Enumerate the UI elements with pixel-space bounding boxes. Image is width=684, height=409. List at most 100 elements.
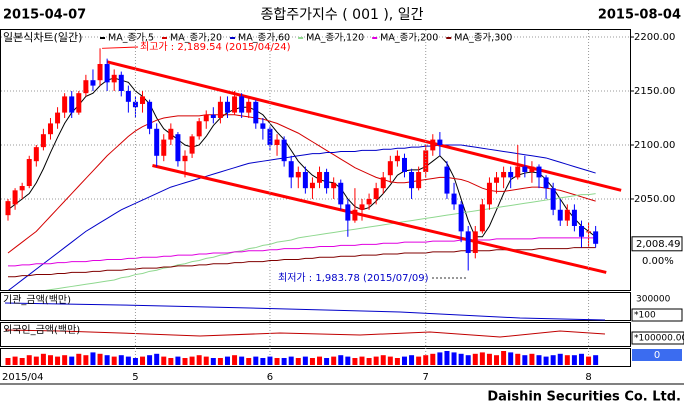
volume-bar [359, 356, 365, 365]
volume-bar [246, 358, 252, 365]
volume-bar [26, 355, 32, 365]
volume-bar [295, 358, 301, 365]
legend-label: MA_종가,200 [380, 33, 438, 44]
candle-body [508, 171, 514, 178]
volume-bar [331, 356, 337, 365]
volume-bar [515, 353, 521, 365]
candle-body [182, 155, 188, 162]
volume-bar [430, 353, 436, 365]
volume-bar [140, 356, 146, 365]
volume-bar [224, 356, 230, 365]
volume-bar [118, 355, 124, 365]
volume-bar [373, 356, 379, 365]
candle-body [154, 128, 160, 156]
candle-body [260, 123, 266, 129]
volume-bar [97, 353, 103, 365]
candle-body [40, 134, 46, 148]
volume-bar [55, 356, 61, 365]
volume-bar [19, 358, 25, 365]
volume-bar [267, 356, 273, 365]
chart-title: 종합주가지수 ( 001 ), 일간 [261, 7, 424, 23]
y-tick-label: 2150.00 [634, 86, 675, 97]
candle-body [593, 231, 599, 244]
volume-bar [479, 352, 485, 365]
candle-body [352, 209, 358, 221]
candle-body [232, 96, 238, 113]
volume-bar [196, 355, 202, 365]
high-annotation: 최고가 : 2,189.54 (2015/04/24) [140, 41, 291, 53]
volume-bar [90, 352, 96, 365]
candle-body [317, 171, 323, 183]
volume-bar [274, 358, 280, 365]
ma-line [8, 247, 596, 278]
volume-bar [366, 358, 372, 365]
ma-line [7, 114, 596, 254]
candle-body [409, 171, 415, 189]
volume-bar [345, 356, 351, 365]
volume-bar [210, 358, 216, 365]
panel-title: 외국인_금액(백만) [3, 324, 80, 336]
volume-bar [324, 358, 330, 365]
volume-bar [40, 353, 46, 365]
volume-bar [444, 351, 450, 365]
volume-bar [175, 356, 181, 365]
volume-bar [550, 355, 556, 365]
candle-body [359, 204, 365, 210]
volume-bar [189, 356, 195, 365]
volume-bar [111, 356, 117, 365]
volume-bar [5, 358, 11, 365]
change-label: 0.00% [642, 256, 674, 267]
volume-bar [508, 352, 514, 365]
candle-body [19, 186, 25, 191]
candle-body [522, 166, 528, 172]
candle-body [373, 188, 379, 199]
ma-line [8, 237, 596, 267]
candle-body [224, 101, 230, 113]
candle-body [90, 80, 96, 86]
candle-body [5, 201, 11, 216]
candle-body [416, 171, 422, 189]
legend-label: MA_종가,5 [108, 33, 154, 44]
candle-body [309, 182, 315, 189]
volume-bar [62, 355, 68, 365]
candle-body [338, 182, 344, 205]
volume-bar [132, 358, 138, 365]
candle-body [401, 157, 407, 172]
x-tick-label: 5 [132, 372, 138, 383]
candle-body [380, 177, 386, 189]
volume-bar [401, 356, 407, 365]
candle-body [430, 139, 436, 151]
candle-body [132, 101, 138, 108]
legend-label: MA_종가,20 [170, 33, 222, 44]
volume-bar [352, 358, 358, 365]
candle-body [253, 101, 259, 124]
candle-body [76, 93, 82, 113]
volume-bar [593, 355, 599, 365]
volume-bar [47, 355, 53, 365]
candle-body [26, 159, 32, 187]
volume-bar [472, 353, 478, 365]
volume-bar [529, 353, 535, 365]
volume-bar [147, 355, 153, 365]
volume-bar [578, 353, 584, 365]
volume-bar [494, 355, 500, 365]
candle-body [295, 171, 301, 178]
candle-body [423, 150, 429, 172]
candle-body [246, 101, 252, 113]
volume-bar [451, 352, 457, 365]
start-date: 2015-04-07 [3, 8, 86, 23]
candle-body [387, 161, 393, 176]
volume-bar [486, 353, 492, 365]
volume-bar [309, 358, 315, 365]
volume-bar [458, 353, 464, 365]
candle-body [472, 231, 478, 253]
candle-body [578, 225, 584, 237]
volume-bar [564, 355, 570, 365]
candle-body [69, 96, 75, 113]
candle-body [331, 182, 337, 189]
volume-bar [182, 358, 188, 365]
candle-body [564, 209, 570, 221]
volume-bar [465, 355, 471, 365]
candle-body [47, 123, 53, 135]
